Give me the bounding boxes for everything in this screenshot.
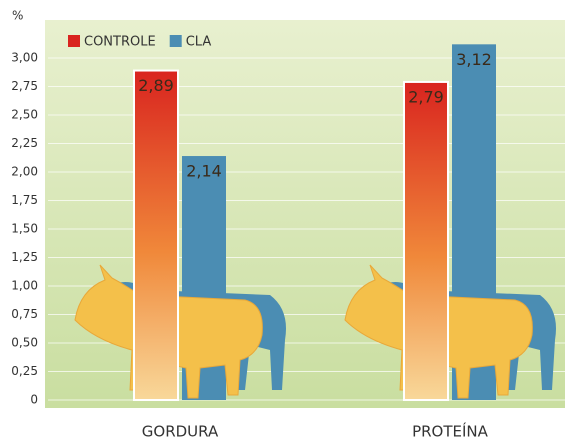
legend-swatch <box>68 35 80 47</box>
y-tick-label: 2,00 <box>11 165 38 179</box>
value-label: 3,12 <box>456 50 492 69</box>
value-label: 2,79 <box>408 87 444 106</box>
y-tick-label: 0,75 <box>11 307 38 321</box>
y-tick-label: 2,75 <box>11 79 38 93</box>
y-tick-label: 2,25 <box>11 136 38 150</box>
x-tick-label: GORDURA <box>142 423 219 441</box>
y-tick-label: 1,25 <box>11 250 38 264</box>
bar <box>404 82 448 400</box>
y-tick-label: 1,00 <box>11 279 38 293</box>
legend-label: CLA <box>186 35 212 50</box>
y-tick-label: 2,50 <box>11 108 38 122</box>
y-tick-label: 1,75 <box>11 193 38 207</box>
y-tick-label: 0,25 <box>11 364 38 378</box>
value-label: 2,89 <box>138 76 174 95</box>
y-axis-label: % <box>12 9 23 23</box>
legend-swatch <box>170 35 182 47</box>
y-tick-label: 0,50 <box>11 336 38 350</box>
chart: % 0 0,25 0,50 0,75 1,00 1,25 1,50 1,75 2,00 2,25 2… <box>0 0 570 441</box>
bar <box>134 71 178 400</box>
y-tick-label: 1,50 <box>11 222 38 236</box>
y-tick-label: 0 <box>30 393 38 407</box>
x-tick-label: PROTEÍNA <box>412 422 489 441</box>
y-tick-label: 3,00 <box>11 51 38 65</box>
value-label: 2,14 <box>186 162 222 181</box>
legend-label: CONTROLE <box>84 35 156 50</box>
page: {"chart_data": {"type": "bar", "y_label"… <box>0 0 570 441</box>
